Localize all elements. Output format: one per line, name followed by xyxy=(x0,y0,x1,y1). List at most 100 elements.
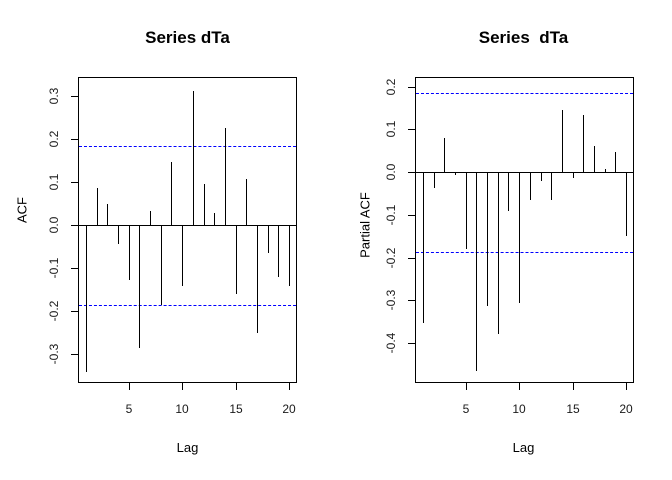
confidence-band-line xyxy=(79,146,296,147)
chart-title: Series dTa xyxy=(145,28,230,47)
pacf-bar xyxy=(583,115,584,172)
x-tick-label: 5 xyxy=(125,402,133,416)
zero-line xyxy=(416,172,633,173)
y-tick-label: 0.0 xyxy=(47,216,61,234)
y-tick-label: -0.1 xyxy=(384,204,398,226)
y-tick xyxy=(71,182,78,183)
y-tick xyxy=(71,354,78,355)
x-axis-label: Lag xyxy=(176,440,199,455)
y-axis-label: Partial ACF xyxy=(357,192,373,258)
confidence-band-line xyxy=(416,252,633,253)
pacf-bar xyxy=(498,172,499,334)
acf-bar xyxy=(118,225,119,244)
acf-bar xyxy=(193,91,194,225)
x-tick-label: 20 xyxy=(619,402,633,416)
y-tick xyxy=(408,215,415,216)
y-tick-label: 0.2 xyxy=(47,130,61,148)
x-tick xyxy=(236,383,237,390)
y-tick xyxy=(408,258,415,259)
acf-bar xyxy=(150,211,151,225)
y-tick-label: -0.2 xyxy=(47,300,61,322)
y-tick xyxy=(71,311,78,312)
y-tick-label: -0.3 xyxy=(384,289,398,311)
x-tick xyxy=(289,383,290,390)
y-tick-label: 0.0 xyxy=(384,163,398,181)
y-tick xyxy=(408,129,415,130)
pacf-bar xyxy=(594,146,595,173)
pacf-bar xyxy=(519,172,520,303)
pacf-bar xyxy=(423,172,424,323)
y-tick xyxy=(408,87,415,88)
plot-area: 0.2 0.1 0.0 -0.1 -0.2 -0.3 -0.4 5 10 15 20 xyxy=(384,77,634,416)
y-tick-label: -0.4 xyxy=(384,332,398,354)
y-tick xyxy=(71,96,78,97)
pacf-bar xyxy=(551,172,552,200)
acf-bar xyxy=(97,188,98,226)
y-tick xyxy=(408,343,415,344)
y-axis-label: ACF xyxy=(14,197,30,223)
x-tick xyxy=(182,383,183,390)
x-tick xyxy=(573,383,574,390)
x-tick-label: 20 xyxy=(282,402,296,416)
y-tick-label: 0.1 xyxy=(384,120,398,138)
y-tick xyxy=(71,268,78,269)
pacf-bar xyxy=(466,172,467,249)
acf-bar xyxy=(225,128,226,226)
plot-area: 0.3 0.2 0.1 0.0 -0.1 -0.2 -0.3 5 10 15 20 xyxy=(47,77,297,416)
pacf-bar xyxy=(573,172,574,178)
y-tick-label: -0.2 xyxy=(384,247,398,269)
x-tick xyxy=(129,383,130,390)
x-tick-label: 10 xyxy=(175,402,189,416)
acf-bar xyxy=(129,225,130,280)
confidence-band-line xyxy=(416,93,633,94)
pacf-bar xyxy=(508,172,509,211)
y-tick xyxy=(71,225,78,226)
acf-bar xyxy=(278,225,279,277)
acf-bar xyxy=(204,184,205,226)
acf-bar xyxy=(182,225,183,286)
x-tick-label: 5 xyxy=(462,402,470,416)
pacf-bar xyxy=(434,172,435,188)
zero-line xyxy=(79,225,296,226)
acf-panel: Series dTa ACF 0.3 0.2 0.1 0.0 -0.1 -0.2 -0.3 5… xyxy=(14,28,297,455)
pacf-panel: Series dTa Partial ACF 0.2 0.1 0.0 -0.1 -0.2… xyxy=(336,0,672,480)
confidence-band-line xyxy=(79,305,296,306)
acf-bar xyxy=(246,179,247,225)
pacf-bar xyxy=(562,110,563,172)
acf-bar xyxy=(236,225,237,294)
x-tick-label: 15 xyxy=(229,402,243,416)
x-axis-label: Lag xyxy=(512,440,535,455)
x-tick-label: 10 xyxy=(512,402,526,416)
pacf-bar xyxy=(626,172,627,236)
acf-bar xyxy=(86,225,87,372)
acf-bar xyxy=(139,225,140,348)
y-tick-label: -0.1 xyxy=(47,257,61,279)
pacf-bar xyxy=(476,172,477,371)
pacf-bar xyxy=(444,138,445,172)
chart-title: Series dTa xyxy=(478,28,569,47)
y-tick-label: 0.3 xyxy=(47,87,61,105)
x-tick xyxy=(626,383,627,390)
y-tick-label: 0.1 xyxy=(47,173,61,191)
y-tick xyxy=(71,139,78,140)
acf-bar xyxy=(214,213,215,225)
acf-bar xyxy=(257,225,258,333)
pacf-bar xyxy=(615,152,616,173)
acf-bar xyxy=(161,225,162,305)
x-tick xyxy=(519,383,520,390)
pacf-bar xyxy=(455,172,456,175)
acf-bar xyxy=(107,204,108,225)
pacf-bar xyxy=(605,169,606,172)
y-tick-label: 0.2 xyxy=(384,78,398,96)
x-tick-label: 15 xyxy=(566,402,580,416)
pacf-bar xyxy=(541,172,542,181)
y-tick xyxy=(408,172,415,173)
pacf-bar xyxy=(530,172,531,200)
y-tick xyxy=(408,300,415,301)
acf-bar xyxy=(171,162,172,225)
x-tick xyxy=(466,383,467,390)
acf-bar xyxy=(289,225,290,286)
y-tick-label: -0.3 xyxy=(47,343,61,365)
acf-bar xyxy=(268,225,269,253)
